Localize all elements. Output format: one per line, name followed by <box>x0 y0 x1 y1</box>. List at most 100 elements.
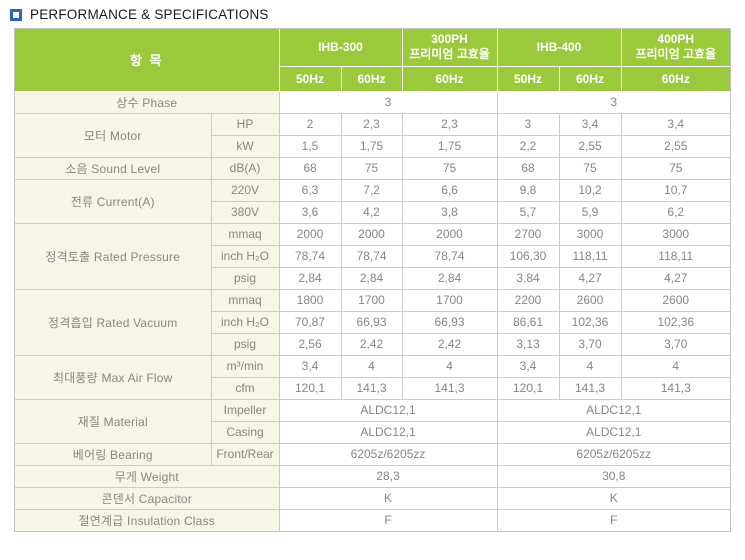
data-cell: 1,75 <box>340 134 403 158</box>
data-cell: ALDC12,1 <box>496 420 731 444</box>
data-cell: 66,93 <box>401 310 498 334</box>
row-sublabel-cell: kW <box>210 134 280 158</box>
data-cell: 2600 <box>620 288 731 312</box>
header-hz-cell: 50Hz <box>496 65 560 92</box>
data-cell: 118,11 <box>620 244 731 268</box>
table-row: kW 1,5 1,75 1,75 2,2 2,55 2,55 <box>15 134 731 158</box>
section-title: PERFORMANCE & SPECIFICATIONS <box>10 7 269 22</box>
data-cell: ALDC12,1 <box>278 420 498 444</box>
data-cell: 1,5 <box>278 134 342 158</box>
table-row: inch H₂O 70,87 66,93 66,93 86,61 102,36 102,36 <box>15 310 731 334</box>
table-row: 정격토출 Rated Pressure mmaq 2000 2000 2000 2700 3… <box>14 222 731 290</box>
data-cell: 3,6 <box>278 200 342 224</box>
header-hz-row: 50Hz 60Hz 60Hz 50Hz 60Hz 60Hz <box>15 65 731 92</box>
header-hz-cell: 50Hz <box>278 65 342 92</box>
data-cell: 10,2 <box>558 178 622 202</box>
data-cell: 4 <box>401 354 498 378</box>
table-row: 무게 Weight 28,3 30,8 <box>14 464 731 488</box>
data-cell: 4,2 <box>340 200 403 224</box>
row-label-cell: 절연계급 Insulation Class <box>14 508 280 532</box>
spec-table-container: 항 목 IHB-300 300PH 프리미엄 고효율 IHB-400 400PH… <box>14 28 732 532</box>
row-label-cell: 콘덴서 Capacitor <box>14 486 280 510</box>
data-cell: 3000 <box>558 222 622 246</box>
row-sublabel-cell: m³/min <box>210 354 280 378</box>
data-cell: 68 <box>496 156 560 180</box>
row-sublabel-cell: mmaq <box>210 288 280 312</box>
spec-table-header: 항 목 IHB-300 300PH 프리미엄 고효율 IHB-400 400PH… <box>14 28 731 92</box>
data-cell: 102,36 <box>558 310 622 334</box>
table-row: 모터 Motor HP 2 2,3 2,3 3 3,4 3,4 <box>14 112 731 158</box>
spec-table-body: 상수 Phase 3 3 모터 Motor HP 2 2,3 2,3 3 3,4 3,4 kW 1,5 1… <box>14 90 731 532</box>
data-cell: 118,11 <box>558 244 622 268</box>
row-label-cell: 소음 Sound Level <box>14 156 212 180</box>
data-cell: 5,7 <box>496 200 560 224</box>
row-sublabel-cell: psig <box>210 332 280 356</box>
data-cell: 75 <box>620 156 731 180</box>
data-cell: 6205z/6205zz <box>496 442 731 466</box>
data-cell: 2 <box>278 112 342 136</box>
row-sublabel-cell: dB(A) <box>210 156 280 180</box>
table-row: 상수 Phase 3 3 <box>14 90 731 114</box>
group-300ph-line2: 프리미엄 고효율 <box>409 47 490 62</box>
data-cell: 1,75 <box>401 134 498 158</box>
row-sublabel-cell: psig <box>210 266 280 290</box>
data-cell: 2600 <box>558 288 622 312</box>
row-label-cell: 전류 Current(A) <box>14 178 212 224</box>
row-sublabel-cell: 380V <box>210 200 280 224</box>
header-group-row: 항 목 IHB-300 300PH 프리미엄 고효율 IHB-400 400PH… <box>14 28 731 92</box>
data-cell: 6,2 <box>620 200 731 224</box>
row-label-cell: 베어링 Bearing <box>14 442 212 466</box>
table-row: inch H₂O 78,74 78,74 78,74 106,30 118,11 118,1… <box>15 244 731 268</box>
row-sublabel-cell: inch H₂O <box>210 244 280 268</box>
data-cell: 2,56 <box>278 332 342 356</box>
data-cell: 2000 <box>278 222 342 246</box>
data-cell: 2,84 <box>278 266 342 290</box>
data-cell: 2,84 <box>401 266 498 290</box>
data-cell: ALDC12,1 <box>278 398 498 422</box>
data-cell: 1700 <box>401 288 498 312</box>
data-cell: 78,74 <box>401 244 498 268</box>
table-row: 전류 Current(A) 220V 6,3 7,2 6,6 9,8 10,2 10,7 <box>14 178 731 224</box>
data-cell: 102,36 <box>620 310 731 334</box>
data-cell: 4 <box>558 354 622 378</box>
blue-square-bullet-icon <box>10 8 22 21</box>
table-row: 재질 Material Impeller ALDC12,1 ALDC12,1 <box>14 398 731 444</box>
data-cell: F <box>278 508 498 532</box>
data-cell: 4 <box>340 354 403 378</box>
data-cell: 2,84 <box>340 266 403 290</box>
data-cell: 86,61 <box>496 310 560 334</box>
data-cell: 3,70 <box>558 332 622 356</box>
data-cell: 75 <box>340 156 403 180</box>
table-row: Casing ALDC12,1 ALDC12,1 <box>15 420 731 444</box>
data-cell: 120,1 <box>496 376 560 400</box>
group-300ph-line1: 300PH <box>431 32 468 47</box>
data-cell: 3000 <box>620 222 731 246</box>
row-sublabel-cell: mmaq <box>210 222 280 246</box>
data-cell: 30,8 <box>496 464 731 488</box>
data-cell: 78,74 <box>340 244 403 268</box>
data-cell: 2000 <box>340 222 403 246</box>
row-label-cell: 상수 Phase <box>14 90 280 114</box>
data-cell: 2000 <box>401 222 498 246</box>
data-cell: 5,9 <box>558 200 622 224</box>
data-cell: ALDC12,1 <box>496 398 731 422</box>
data-cell: 3,4 <box>496 354 560 378</box>
row-sublabel-cell: Front/Rear <box>210 442 280 466</box>
table-row: 베어링 Bearing Front/Rear 6205z/6205zz 6205z/6… <box>14 442 731 466</box>
header-group-300ph: 300PH 프리미엄 고효율 <box>401 28 498 67</box>
row-sublabel-cell: Casing <box>210 420 280 444</box>
data-cell: 2700 <box>496 222 560 246</box>
data-cell: 141,3 <box>558 376 622 400</box>
data-cell: 3,4 <box>620 112 731 136</box>
header-hz-cell: 60Hz <box>558 65 622 92</box>
row-sublabel-cell: HP <box>210 112 280 136</box>
row-label-cell: 재질 Material <box>14 398 212 444</box>
data-cell: 1700 <box>340 288 403 312</box>
data-cell: 2,55 <box>620 134 731 158</box>
header-hz-cell: 60Hz <box>620 65 731 92</box>
data-cell: 9,8 <box>496 178 560 202</box>
data-cell: 4 <box>620 354 731 378</box>
data-cell: 6,3 <box>278 178 342 202</box>
table-row: 절연계급 Insulation Class F F <box>14 508 731 532</box>
